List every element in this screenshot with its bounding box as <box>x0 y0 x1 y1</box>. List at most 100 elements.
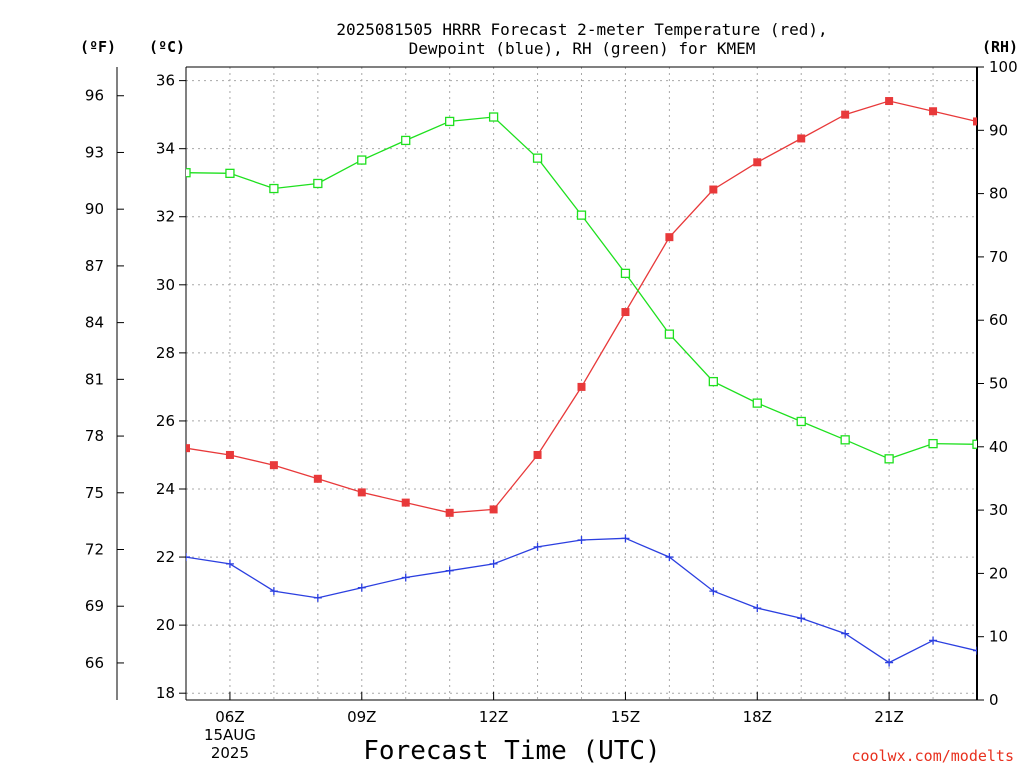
rh-tick-label: 100 <box>989 58 1018 76</box>
x-tick-label: 15AUG <box>204 726 256 744</box>
rh-tick-label: 70 <box>989 248 1008 266</box>
dewpoint-point <box>797 614 806 623</box>
rh-point <box>357 155 367 165</box>
dewpoint-point <box>489 559 498 568</box>
x-tick-label: 15Z <box>611 708 640 726</box>
temperature-point <box>797 134 806 143</box>
rh-tick-label: 0 <box>989 691 999 709</box>
temperature-point <box>841 110 850 119</box>
rh-point <box>708 376 718 387</box>
celsius-tick-label: 28 <box>156 344 175 362</box>
temperature-point <box>313 474 322 483</box>
chart-title-line1: 2025081505 HRRR Forecast 2-meter Tempera… <box>336 20 827 39</box>
rh-point <box>532 153 543 163</box>
fahrenheit-tick-label: 78 <box>85 427 104 445</box>
temperature-point <box>401 498 410 507</box>
fahrenheit-tick-label: 90 <box>85 200 104 218</box>
rh-tick-label: 90 <box>989 121 1008 139</box>
x-tick-label: 18Z <box>743 708 772 726</box>
temperature-point <box>929 107 938 116</box>
rh-tick-label: 20 <box>989 564 1008 582</box>
temperature-point <box>445 508 454 517</box>
rh-point <box>576 210 587 220</box>
rh-point <box>401 135 411 146</box>
rh-point <box>445 116 455 127</box>
rh-tick-label: 80 <box>989 185 1008 203</box>
rh-point <box>186 168 191 178</box>
dewpoint-point <box>621 534 630 543</box>
dewpoint-point <box>269 587 278 596</box>
temperature-point <box>269 461 278 470</box>
dewpoint-point <box>401 573 410 582</box>
credit-label: coolwx.com/modelts <box>851 747 1014 765</box>
x-tick-label: 2025 <box>211 744 249 762</box>
chart-title-line2: Dewpoint (blue), RH (green) for KMEM <box>409 39 756 58</box>
celsius-tick-label: 36 <box>156 72 175 90</box>
fahrenheit-tick-label: 84 <box>85 314 104 332</box>
rh-tick-label: 10 <box>989 628 1008 646</box>
tick-labels: 18 20 22 24 26 28 30 32 34 36 66 69 72 75 78 81 84 87 90 93… <box>85 58 1018 762</box>
rh-point <box>752 398 762 408</box>
celsius-tick-label: 20 <box>156 616 175 634</box>
celsius-unit-label: (ºC) <box>149 38 185 56</box>
rh-point <box>269 183 279 194</box>
dewpoint-point <box>973 646 977 655</box>
fahrenheit-unit-label: (ºF) <box>80 38 116 56</box>
temperature-point <box>753 158 762 167</box>
rh-tick-label: 30 <box>989 501 1008 519</box>
dewpoint-point <box>357 583 366 592</box>
celsius-tick-label: 22 <box>156 548 175 566</box>
rh-point <box>928 438 938 449</box>
celsius-tick-label: 26 <box>156 412 175 430</box>
fahrenheit-tick-label: 81 <box>85 370 104 388</box>
temperature-point <box>577 382 586 391</box>
temperature-point <box>225 450 234 459</box>
fahrenheit-tick-label: 75 <box>85 484 104 502</box>
dewpoint-point <box>753 604 762 613</box>
fahrenheit-tick-label: 96 <box>85 87 104 105</box>
rh-tick-label: 50 <box>989 375 1008 393</box>
dewpoint-point <box>577 536 586 545</box>
temperature-point <box>973 117 977 126</box>
rh-point <box>313 178 323 189</box>
x-axis-label: Forecast Time (UTC) <box>363 736 660 766</box>
temperature-point <box>357 488 366 497</box>
dewpoint-point <box>225 559 234 568</box>
celsius-tick-label: 34 <box>156 140 175 158</box>
dewpoint-point <box>665 553 674 562</box>
dewpoint-point <box>445 566 454 575</box>
fahrenheit-tick-label: 72 <box>85 541 104 559</box>
temperature-point <box>665 233 674 242</box>
rh-point <box>225 168 235 178</box>
dewpoint-point <box>313 593 322 602</box>
rh-point <box>884 454 894 464</box>
x-tick-label: 12Z <box>479 708 508 726</box>
rh-point <box>664 329 675 339</box>
fahrenheit-tick-label: 87 <box>85 257 104 275</box>
rh-tick-label: 40 <box>989 438 1008 456</box>
rh-point <box>488 112 499 122</box>
rh-point <box>972 439 977 449</box>
dewpoint-point <box>929 636 938 645</box>
dewpoint-point <box>841 629 850 638</box>
dewpoint-point <box>533 542 542 551</box>
celsius-tick-label: 18 <box>156 684 175 702</box>
dewpoint-point <box>885 658 894 667</box>
temperature-point <box>533 450 542 459</box>
x-tick-label: 09Z <box>347 708 376 726</box>
rh-line <box>186 116 977 460</box>
fahrenheit-tick-label: 69 <box>85 597 104 615</box>
series-group <box>186 97 977 667</box>
temperature-point <box>186 444 190 453</box>
temperature-point <box>885 97 894 106</box>
rh-point <box>840 435 850 445</box>
x-tick-label: 21Z <box>874 708 903 726</box>
fahrenheit-tick-label: 66 <box>85 654 104 672</box>
celsius-tick-label: 30 <box>156 276 175 294</box>
rh-point <box>620 268 631 279</box>
temperature-point <box>621 308 630 317</box>
axes <box>116 66 984 701</box>
dewpoint-point <box>709 587 718 596</box>
data-series <box>186 97 977 667</box>
